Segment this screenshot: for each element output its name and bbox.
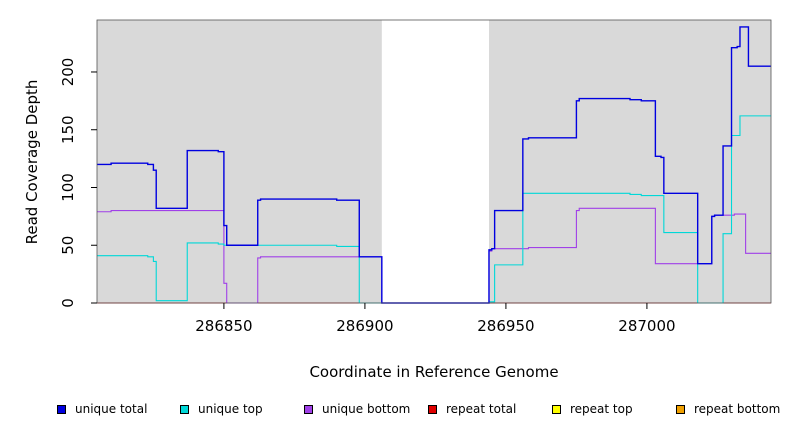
legend-item: unique total (57, 402, 147, 416)
x-tick-label: 286950 (477, 317, 534, 335)
legend-item: repeat top (552, 402, 633, 416)
x-tick-label: 287000 (618, 317, 675, 335)
chart-legend: unique total unique top unique bottom repea… (0, 402, 792, 416)
legend-item: unique top (180, 402, 263, 416)
legend-label: repeat bottom (694, 402, 781, 416)
legend-swatch (304, 404, 313, 414)
x-axis-label: Coordinate in Reference Genome (309, 363, 558, 381)
y-tick-label: 200 (59, 58, 77, 87)
legend-item: repeat total (428, 402, 516, 416)
x-tick-label: 286850 (195, 317, 252, 335)
legend-label: unique bottom (322, 402, 411, 416)
y-axis-label: Read Coverage Depth (23, 80, 41, 245)
legend-swatch (676, 404, 685, 414)
legend-label: repeat top (570, 402, 633, 416)
series-line-unique-total (97, 26, 771, 304)
legend-label: repeat total (446, 402, 517, 416)
y-tick-label: 100 (59, 173, 77, 202)
legend-swatch (552, 404, 561, 414)
x-tick-label: 286900 (336, 317, 393, 335)
legend-swatch (428, 404, 437, 414)
plot-frame (96, 19, 772, 304)
gap-region (381, 20, 489, 303)
legend-item: repeat bottom (676, 402, 780, 416)
y-tick-label: 0 (59, 298, 77, 308)
y-tick-label: 150 (59, 115, 77, 144)
legend-label: unique top (198, 402, 263, 416)
legend-label: unique total (75, 402, 148, 416)
legend-swatch (180, 404, 189, 414)
y-tick-label: 50 (59, 236, 77, 255)
legend-item: unique bottom (304, 402, 410, 416)
legend-swatch (57, 404, 66, 414)
